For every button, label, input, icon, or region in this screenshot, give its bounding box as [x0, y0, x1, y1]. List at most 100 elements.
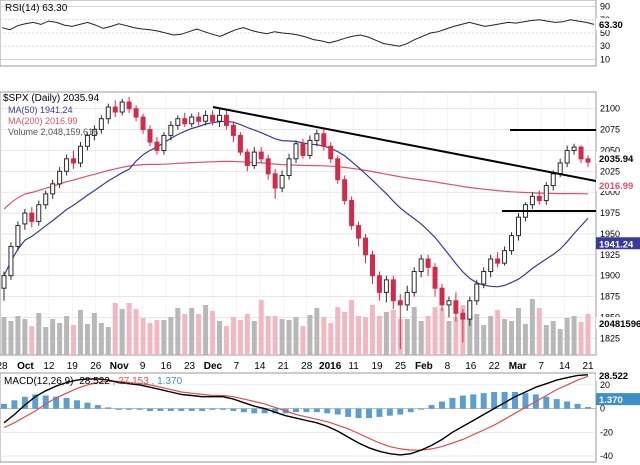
candle-body: [571, 146, 577, 151]
macd-tick-label: -40: [600, 451, 613, 461]
candle-body: [390, 279, 396, 302]
price-tick-label: 1900: [600, 271, 620, 281]
candle-body: [543, 185, 549, 202]
candle-body: [286, 158, 292, 176]
volume-bar: [91, 313, 97, 355]
macd-histogram-bar: [564, 401, 571, 409]
macd-histogram-bar: [11, 400, 18, 409]
x-axis-label: 12: [43, 361, 55, 372]
x-axis-label: 22: [489, 361, 501, 372]
volume-bar: [515, 308, 521, 355]
candle-body: [446, 300, 452, 306]
volume-bar: [432, 307, 438, 355]
volume-legend: Volume 2,048,159,616: [8, 127, 98, 137]
x-axis-label: 2016: [319, 361, 342, 372]
macd-histogram-bar: [74, 400, 80, 409]
candle-body: [237, 134, 243, 153]
price-tick-label: 2000: [600, 187, 620, 197]
macd-histogram-bar: [53, 396, 60, 409]
candle-body: [77, 145, 83, 164]
volume-bar: [265, 316, 271, 355]
candle-body: [203, 114, 209, 122]
volume-bar: [404, 319, 410, 355]
volume-bar: [112, 303, 118, 355]
volume-bar: [453, 317, 459, 355]
macd-histogram-bar: [167, 408, 174, 411]
candle-body: [536, 195, 542, 202]
volume-bar: [418, 321, 424, 355]
candle-body: [105, 106, 111, 120]
rsi-panel: RSI(14) 63.30 9070503010: [0, 0, 610, 67]
macd-histogram-bar: [240, 408, 247, 413]
candle-body: [196, 116, 202, 122]
volume-bar: [77, 310, 83, 355]
macd-legend-macd: 28.522: [79, 376, 110, 387]
volume-bar: [446, 321, 452, 355]
x-axis-label: 19: [371, 361, 383, 372]
candle-body: [515, 216, 521, 237]
macd-histogram-bar: [105, 407, 112, 409]
volume-bar: [585, 314, 591, 355]
candle-body: [154, 141, 160, 151]
volume-bar: [529, 299, 535, 355]
x-axis-label: 7: [538, 361, 544, 372]
macd-histogram-bar: [574, 403, 581, 409]
volume-bar: [383, 312, 389, 355]
volume-bar: [411, 307, 417, 355]
macd-legend-label: MACD(12,26,9): [4, 376, 73, 387]
volume-bar: [557, 329, 563, 355]
candle-body: [495, 258, 501, 264]
candle-body: [189, 116, 195, 125]
candle-body: [258, 151, 264, 160]
volume-bar: [223, 326, 229, 355]
candle-body: [161, 134, 167, 151]
volume-bar: [349, 300, 355, 355]
trendline: [212, 106, 597, 182]
candle-body: [244, 151, 250, 166]
macd-value-tag: 28.522: [599, 371, 628, 382]
volume-bar: [57, 323, 63, 355]
candle-body: [98, 118, 104, 131]
candle-body: [509, 235, 515, 252]
candle-body: [488, 258, 494, 273]
macd-legend-comma1: ,: [113, 376, 119, 387]
rsi-line: [1, 19, 595, 47]
macd-histogram-bar: [261, 408, 268, 414]
volume-bar: [22, 319, 28, 355]
candle-body: [460, 312, 466, 320]
price-tick-label: 2025: [600, 166, 620, 176]
volume-bar: [286, 320, 292, 355]
macd-tick-label: 20: [600, 380, 610, 390]
volume-bar: [189, 308, 195, 355]
macd-histogram-bar: [345, 408, 352, 417]
macd-histogram-bar: [439, 401, 445, 409]
x-axis-label: 25: [395, 361, 407, 372]
x-axis-label: 16: [161, 361, 173, 372]
candle-body: [43, 193, 49, 206]
ma200-line: [3, 160, 589, 210]
macd-histogram-bar: [324, 408, 331, 414]
volume-bar: [126, 303, 132, 355]
macd-tick-label: 0: [600, 404, 605, 414]
price-tick-label: 1925: [600, 250, 620, 260]
volume-bar: [495, 310, 501, 355]
price-tick-label: 2050: [600, 145, 620, 155]
volume-bar: [154, 320, 160, 355]
x-axis-label: 19: [67, 361, 79, 372]
candle-body: [481, 271, 487, 285]
volume-bar: [217, 321, 223, 355]
candle-body: [439, 287, 445, 306]
volume-bar: [578, 322, 584, 355]
macd-frame: [0, 372, 597, 463]
candle-body: [230, 124, 236, 136]
candle-body: [369, 254, 375, 277]
x-axis-label: 9: [140, 361, 146, 372]
volume-bar: [509, 321, 515, 355]
candle-body: [529, 195, 535, 206]
macd-histogram-bar: [293, 408, 299, 413]
candle-body: [578, 146, 584, 160]
macd-histogram-bar: [334, 408, 341, 415]
volume-bar: [522, 324, 528, 355]
macd-line: [3, 374, 589, 456]
volume-bar: [363, 317, 369, 355]
